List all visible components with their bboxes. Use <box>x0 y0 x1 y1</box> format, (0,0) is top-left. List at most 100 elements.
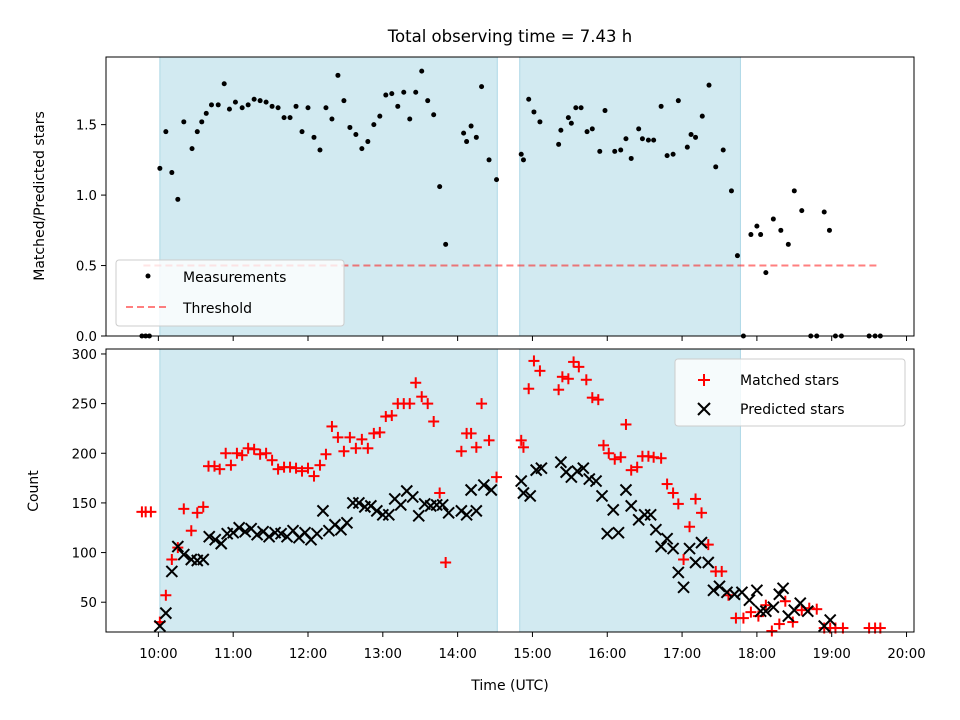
matched-star-point <box>344 431 356 443</box>
measurement-point <box>341 98 347 104</box>
predicted-marker-b <box>517 486 530 500</box>
measurement-point <box>157 165 163 171</box>
predicted-marker-b <box>695 536 708 549</box>
predicted-marker-b <box>523 489 537 503</box>
matched-star-point <box>440 556 452 568</box>
matched-star-point <box>320 448 332 460</box>
predicted-star-point <box>436 498 449 512</box>
measurement-point <box>371 122 377 128</box>
matched-star-point <box>573 361 585 373</box>
predicted-star-point <box>153 619 167 633</box>
predicted-star-point <box>654 540 668 553</box>
measurement-point <box>639 136 645 142</box>
measurement-point <box>461 130 467 136</box>
predicted-star-point <box>412 509 425 523</box>
matched-star-point <box>272 463 284 475</box>
predicted-marker-b <box>203 530 216 543</box>
measurement-point <box>628 155 634 161</box>
matched-star-point <box>586 392 598 404</box>
measurement-point <box>208 102 214 108</box>
matched-star-point <box>737 612 749 624</box>
measurement-point <box>758 232 764 238</box>
measurement-point <box>163 129 169 135</box>
matched-star-point <box>609 453 621 465</box>
predicted-marker-b <box>619 483 633 497</box>
matched-star-point <box>145 506 157 518</box>
measurement-point <box>365 139 371 145</box>
matched-star-point <box>603 447 615 459</box>
predicted-marker-b <box>728 588 741 601</box>
predicted-marker-b <box>209 533 222 546</box>
predicted-star-point <box>340 516 354 529</box>
measurement-point <box>413 89 419 95</box>
measurement-point <box>778 227 784 233</box>
predicted-star-point <box>612 526 625 539</box>
bottom-y-tick-label: 250 <box>72 398 97 413</box>
measurement-point <box>245 102 251 108</box>
measurement-point <box>556 141 562 147</box>
predicted-star-point <box>713 580 726 593</box>
x-tick-label: 20:00 <box>887 647 925 662</box>
legend-predicted-label: Predicted stars <box>740 402 845 418</box>
measurement-point <box>175 196 181 202</box>
matched-star-point <box>562 373 574 385</box>
predicted-star-point <box>773 588 786 601</box>
matched-star-point <box>580 374 592 386</box>
x-tick-label: 11:00 <box>214 647 252 662</box>
predicted-star-point <box>666 542 680 555</box>
measurement-point <box>664 153 670 159</box>
predicted-marker-b <box>298 526 312 539</box>
predicted-marker-b <box>485 483 498 497</box>
predicted-marker-b <box>370 504 384 518</box>
bottom-y-axis-label: Count <box>26 470 42 512</box>
predicted-marker-b <box>268 526 282 539</box>
predicted-star-point <box>571 464 584 478</box>
top-y-tick-label: 0.0 <box>76 330 97 345</box>
measurement-point <box>618 147 624 153</box>
measurement-point <box>479 84 485 90</box>
predicted-marker-b <box>215 537 228 550</box>
predicted-marker-b <box>824 613 837 627</box>
matched-star-point <box>236 449 248 461</box>
predicted-marker-b <box>644 508 657 522</box>
predicted-star-point <box>352 496 366 510</box>
matched-star-point <box>455 445 467 457</box>
bottom-legend: Matched stars Predicted stars <box>674 358 906 427</box>
predicted-marker-b <box>470 504 483 518</box>
measurement-point <box>573 105 579 111</box>
measurement-point <box>518 151 524 157</box>
matched-star-point <box>779 595 791 607</box>
measurement-point <box>335 72 341 78</box>
matched-star-point <box>197 501 209 513</box>
predicted-marker-b <box>754 604 767 618</box>
matched-star-point <box>191 507 203 519</box>
measurement-point <box>578 105 584 111</box>
bottom-legend-box <box>674 358 906 427</box>
matched-star-point <box>476 398 488 410</box>
matched-star-point <box>160 589 172 601</box>
top-y-tick-label: 1.0 <box>76 189 97 204</box>
measurement-point <box>706 82 712 88</box>
matched-star-point <box>483 434 495 446</box>
measurement-point <box>537 119 543 125</box>
measurement-point <box>425 98 431 104</box>
legend-matched-marker <box>698 374 710 386</box>
matched-star-point <box>314 459 326 471</box>
measurement-point <box>287 115 293 121</box>
matched-star-point <box>338 445 350 457</box>
predicted-star-point <box>262 530 276 543</box>
top-plot-frame <box>105 56 915 337</box>
predicted-star-point <box>801 604 814 618</box>
matched-star-point <box>678 554 690 566</box>
predicted-star-point <box>672 566 685 579</box>
predicted-star-point <box>197 553 210 566</box>
bottom-panel: 50 100 150 200 250 300 10:00 11:00 12:00 13:00 14… <box>26 348 926 694</box>
matched-star-point <box>684 521 696 533</box>
matched-star-point <box>592 394 604 406</box>
bottom-y-tick-label: 200 <box>72 447 97 462</box>
predicted-star-point <box>720 586 734 599</box>
matched-star-point <box>625 464 637 476</box>
top-legend: Measurements Threshold <box>115 259 345 327</box>
measurement-point <box>407 116 413 122</box>
matched-star-point <box>178 503 190 515</box>
